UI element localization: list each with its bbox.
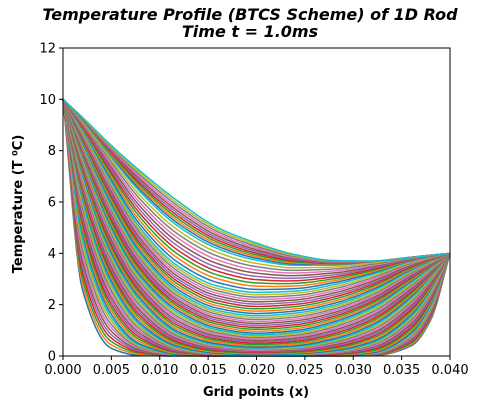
x-tick-label: 0.000 [44, 363, 81, 378]
x-axis-label: Grid points (x) [203, 385, 309, 400]
series-line [62, 98, 451, 296]
series-line [62, 99, 451, 329]
y-axis: 0 2 4 6 8 10 12 [39, 42, 63, 365]
y-tick-label: 2 [48, 298, 56, 313]
series-line [62, 99, 451, 333]
x-tick-label: 0.015 [190, 363, 227, 378]
x-tick-label: 0.005 [93, 363, 130, 378]
series-line [62, 98, 451, 272]
series-line [62, 99, 451, 338]
series-line [62, 98, 451, 308]
series-line [62, 99, 451, 310]
series-line [62, 99, 451, 315]
x-tick-label: 0.035 [383, 363, 420, 378]
series-line [62, 99, 451, 323]
series-line [62, 99, 451, 340]
series-line [62, 99, 451, 336]
y-tick-label: 12 [39, 42, 56, 57]
series-line [62, 98, 451, 277]
x-tick-label: 0.030 [335, 363, 372, 378]
series-line [62, 98, 451, 301]
series-line [62, 99, 451, 342]
y-axis-label: Temperature (T ⁰C) [11, 135, 26, 274]
x-axis: 0.000 0.005 0.010 0.015 0.020 0.025 0.030 0.035… [44, 356, 469, 378]
series-line [62, 98, 451, 294]
series-line [62, 98, 451, 298]
series-line [62, 99, 451, 334]
series-line [62, 99, 451, 325]
series-line [62, 99, 451, 349]
series-line [62, 98, 451, 274]
series-line [62, 98, 451, 291]
series-line [62, 99, 451, 347]
y-tick-label: 0 [48, 350, 56, 365]
series-line [62, 99, 451, 321]
y-tick-label: 10 [39, 93, 56, 108]
series-line [62, 98, 451, 269]
x-tick-label: 0.020 [238, 363, 275, 378]
y-tick-label: 8 [48, 144, 56, 159]
series-line [62, 99, 451, 339]
series-line [62, 98, 451, 305]
series-line [62, 98, 451, 285]
series-line [62, 99, 451, 343]
series-line [62, 99, 451, 319]
series-line [62, 98, 451, 282]
series-line [62, 98, 451, 303]
series-line [62, 98, 451, 262]
series-line [62, 99, 451, 312]
x-tick-label: 0.025 [286, 363, 323, 378]
series-line [62, 99, 451, 344]
y-tick-label: 4 [48, 247, 56, 262]
x-tick-label: 0.010 [141, 363, 178, 378]
y-tick-label: 6 [48, 196, 56, 211]
series-line [62, 99, 451, 331]
series-line [62, 99, 451, 317]
series-line [62, 98, 451, 280]
chart-subtitle: Time t = 1.0ms [182, 22, 318, 41]
series-line [62, 99, 451, 346]
chart-title: Temperature Profile (BTCS Scheme) of 1D … [42, 5, 458, 24]
series-line [62, 98, 451, 288]
series-line [62, 99, 451, 349]
x-tick-label: 0.040 [431, 363, 468, 378]
series-line [62, 99, 451, 327]
